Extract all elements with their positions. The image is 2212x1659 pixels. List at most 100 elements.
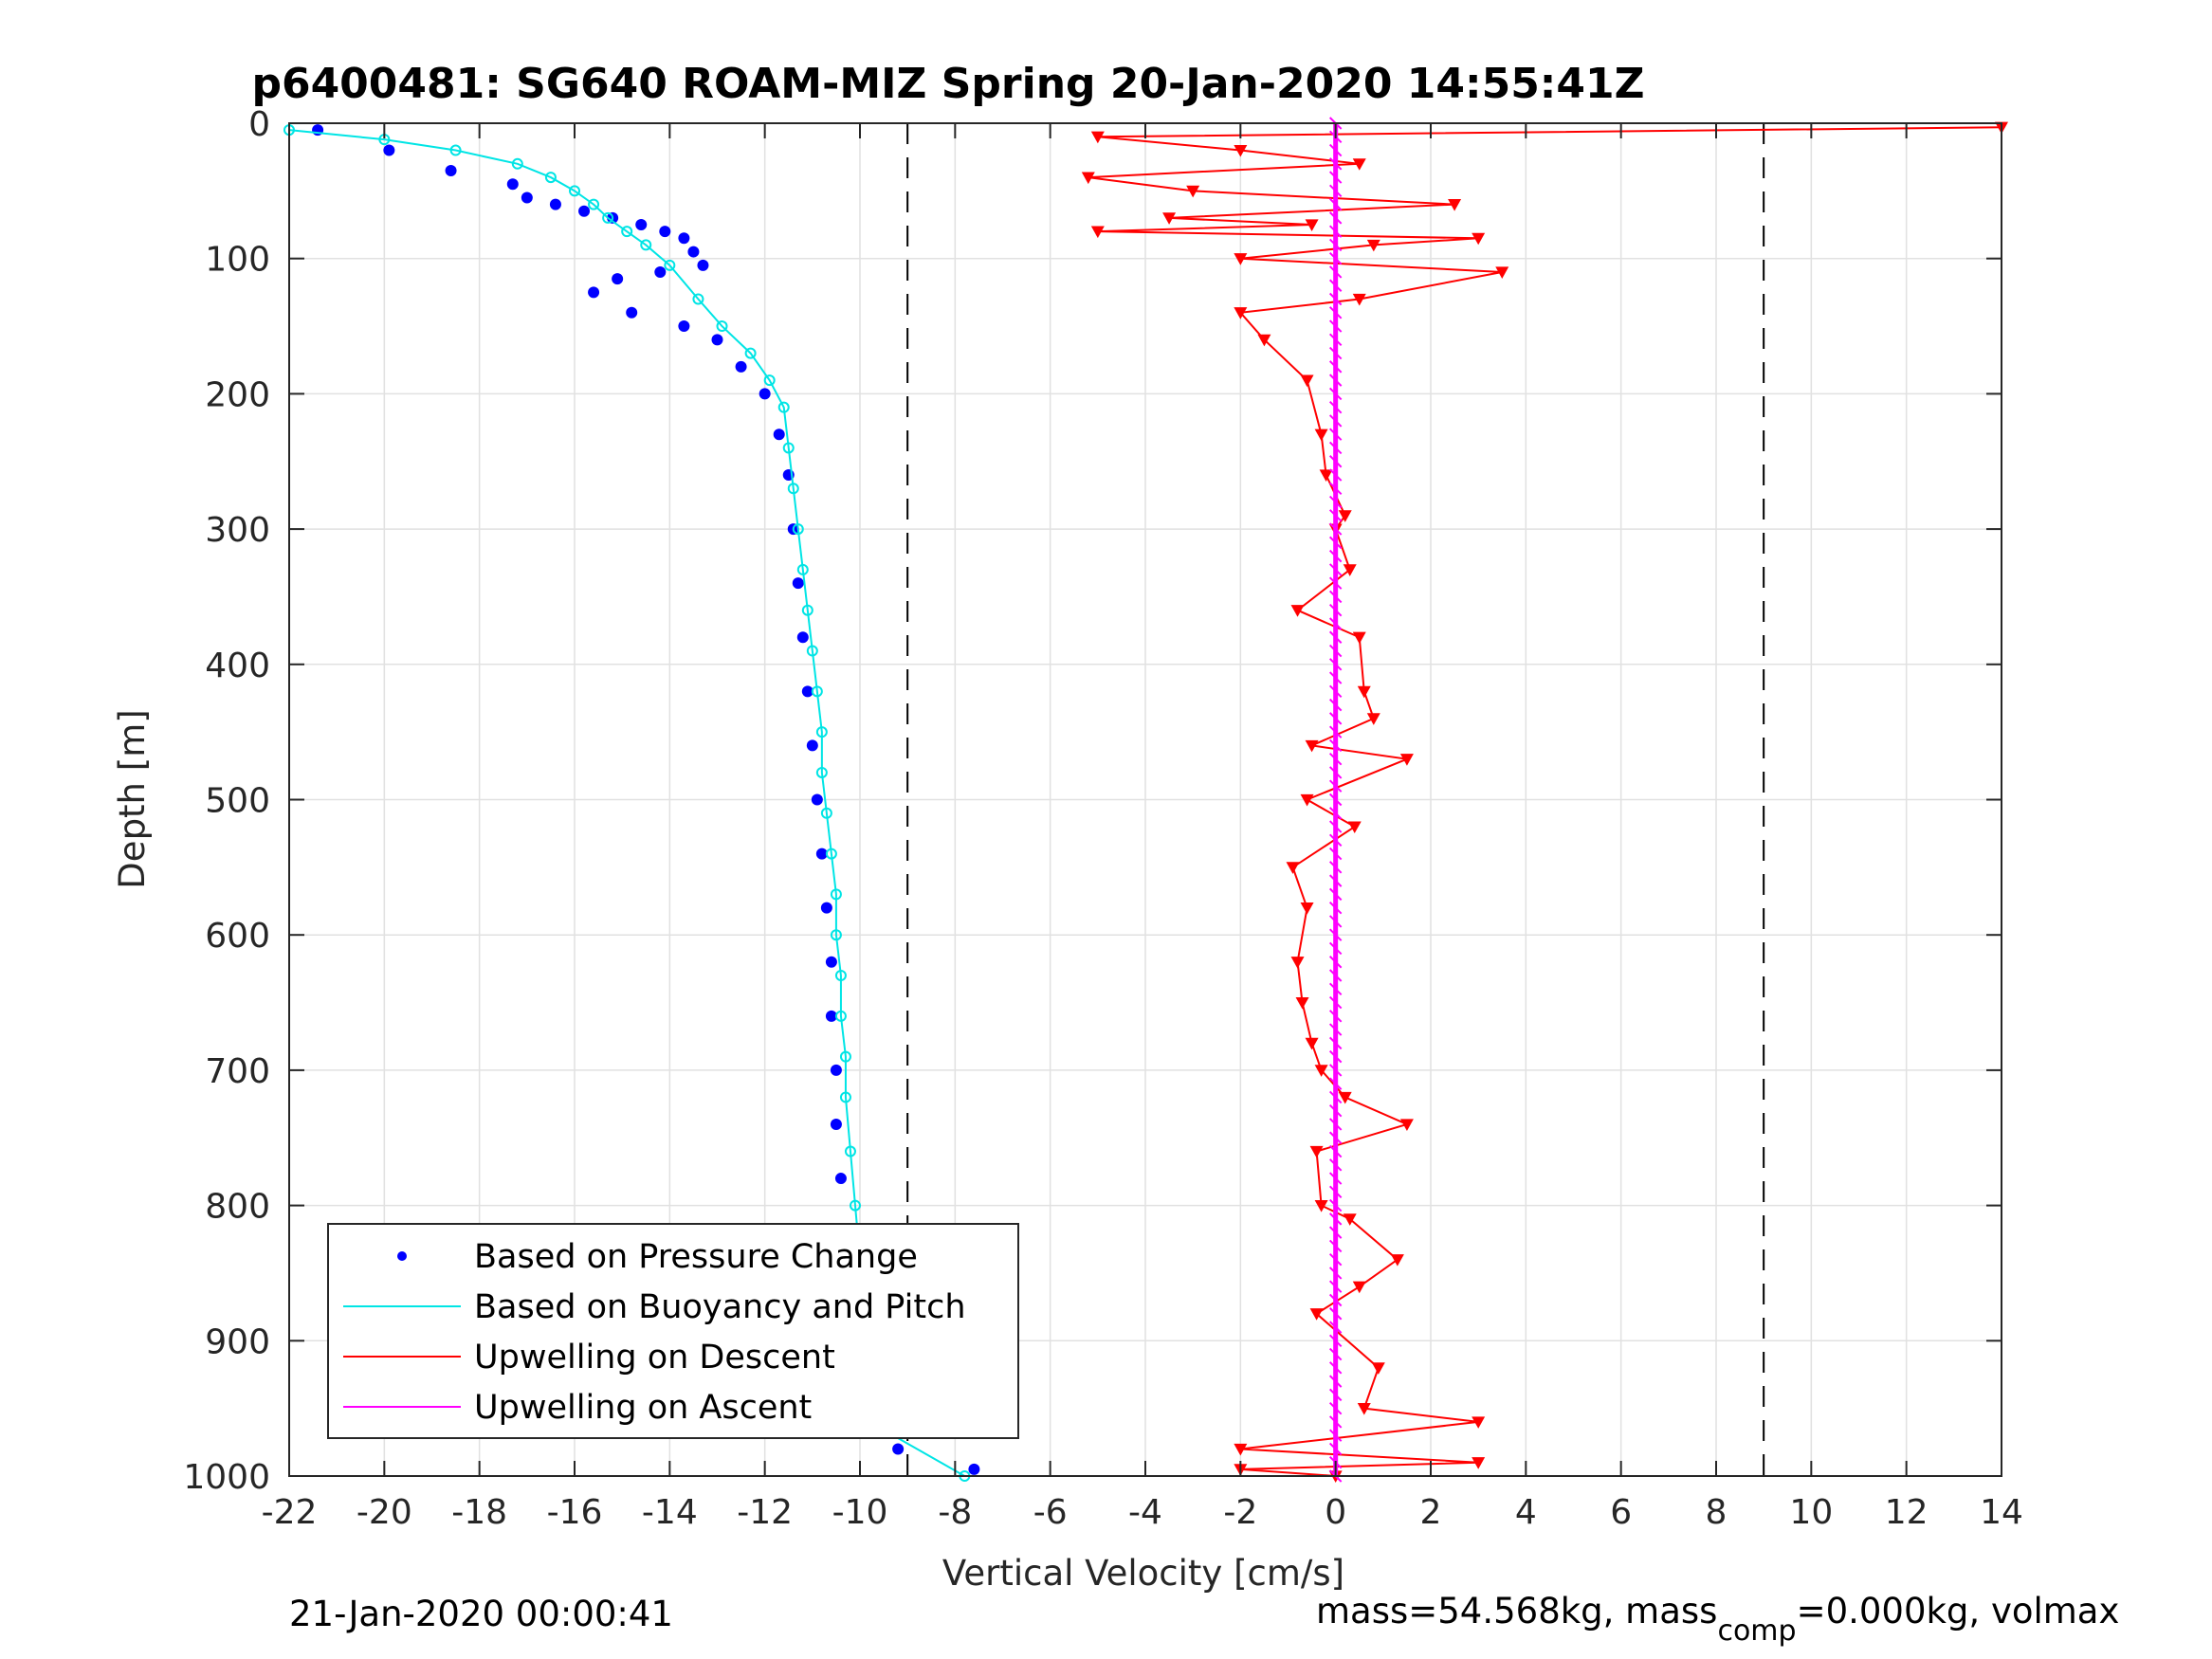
y-tick-label: 200 — [205, 375, 270, 414]
chart-title: p6400481: SG640 ROAM-MIZ Spring 20-Jan-2… — [251, 60, 1644, 108]
data-point — [1328, 1036, 1343, 1050]
data-point — [1338, 510, 1352, 522]
x-axis: -22 -20 -18 -16 -14 -12 -10 -8 -6 -4 -2 0 2 4 6 8 10 12 14 — [262, 123, 2023, 1532]
data-point — [1352, 1281, 1366, 1294]
data-point — [1328, 1239, 1343, 1253]
data-point — [1328, 766, 1343, 779]
x-tick-label: 12 — [1885, 1493, 1929, 1532]
data-point — [1328, 793, 1343, 807]
data-point — [1328, 1388, 1343, 1402]
data-point — [763, 374, 776, 387]
data-point — [1328, 1077, 1343, 1090]
data-point — [968, 1463, 980, 1475]
footer-mass-info: mass=54.568kg, masscomp=0.000kg, volmax — [1316, 1591, 2119, 1648]
data-point — [1328, 509, 1343, 522]
x-tick-label: 10 — [1789, 1493, 1833, 1532]
data-point — [1328, 225, 1343, 238]
data-point — [1328, 1090, 1343, 1104]
data-point — [1305, 1037, 1319, 1050]
data-point — [792, 523, 804, 536]
data-point — [1328, 1415, 1343, 1429]
data-point — [1328, 549, 1343, 563]
data-point — [820, 807, 832, 819]
data-point — [830, 1064, 842, 1076]
x-axis-label: Vertical Velocity [cm/s] — [942, 1553, 1344, 1594]
data-point — [1328, 887, 1343, 902]
y-tick-label: 0 — [248, 105, 270, 144]
data-point — [1328, 738, 1343, 753]
data-point — [1328, 1347, 1343, 1361]
data-point — [1328, 833, 1343, 848]
data-point — [1328, 969, 1343, 982]
data-point — [1328, 1118, 1343, 1131]
data-point — [1290, 957, 1305, 969]
x-tick-label: -20 — [356, 1493, 412, 1532]
data-point — [1314, 1200, 1328, 1212]
data-point — [1328, 630, 1343, 644]
data-point — [1286, 862, 1300, 874]
data-point — [777, 401, 790, 413]
data-point — [815, 726, 828, 738]
y-tick-label: 700 — [205, 1052, 270, 1091]
data-point — [1328, 1307, 1343, 1321]
data-point — [1495, 266, 1509, 279]
data-point — [1328, 1158, 1343, 1172]
data-point — [1399, 1119, 1414, 1131]
y-tick-label: 900 — [205, 1322, 270, 1361]
legend-label: Upwelling on Descent — [474, 1339, 835, 1376]
data-point — [445, 164, 457, 176]
data-point — [1309, 1145, 1324, 1158]
series-line — [288, 129, 965, 1477]
data-point — [635, 219, 648, 231]
data-point — [1328, 428, 1343, 441]
data-point — [1328, 1280, 1343, 1293]
data-point — [834, 970, 847, 982]
data-point — [796, 631, 809, 644]
data-point — [1352, 158, 1366, 171]
data-point — [834, 1010, 847, 1022]
y-tick-label: 100 — [205, 241, 270, 280]
data-point — [1328, 698, 1343, 712]
mass-subscript: comp — [1717, 1614, 1796, 1648]
data-point — [1328, 820, 1343, 833]
data-point — [1328, 671, 1343, 684]
data-point — [1328, 658, 1343, 671]
mass-text: mass=54.568kg, mass — [1316, 1591, 1717, 1632]
data-point — [1328, 617, 1343, 630]
data-point — [569, 185, 580, 197]
data-point — [1328, 1429, 1343, 1442]
data-point — [1328, 157, 1343, 171]
data-point — [1352, 293, 1366, 306]
data-point — [1399, 754, 1414, 766]
data-point — [549, 198, 561, 210]
data-point — [1347, 821, 1362, 834]
data-point — [806, 645, 818, 657]
data-point — [1328, 1442, 1343, 1456]
data-point — [1328, 346, 1343, 360]
data-point — [773, 428, 785, 441]
data-point — [612, 273, 624, 285]
data-point — [1343, 564, 1357, 576]
data-point — [1328, 1198, 1343, 1212]
data-point — [1328, 915, 1343, 928]
x-tick-label: 0 — [1325, 1493, 1346, 1532]
data-point — [825, 1010, 837, 1022]
data-point — [801, 685, 814, 698]
data-point — [759, 388, 771, 400]
data-point — [825, 848, 837, 860]
data-point — [449, 144, 462, 156]
data-point — [1328, 360, 1343, 374]
data-point — [830, 1118, 842, 1130]
data-point — [640, 239, 652, 251]
x-tick-label: -12 — [737, 1493, 793, 1532]
data-point — [1257, 334, 1271, 347]
data-point — [1234, 1443, 1248, 1456]
data-point — [839, 1050, 851, 1063]
data-point — [1328, 604, 1343, 617]
data-point — [1328, 143, 1343, 157]
data-point — [1305, 219, 1319, 232]
data-point — [697, 259, 709, 271]
data-point — [678, 232, 690, 245]
data-point — [1357, 685, 1371, 699]
data-point — [1448, 199, 1462, 211]
